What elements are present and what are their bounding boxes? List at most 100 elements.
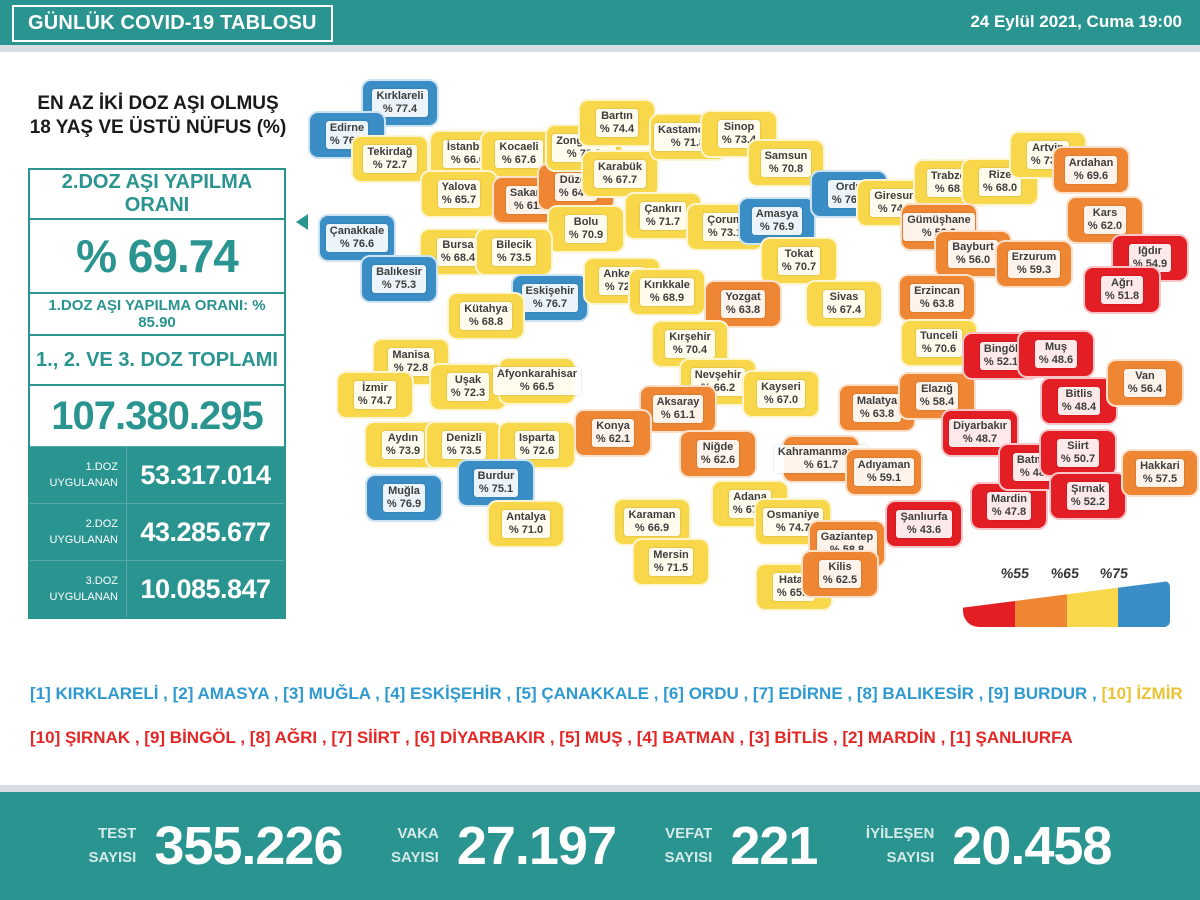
panel-pointer-icon (296, 214, 308, 230)
dose1-row: 1.DOZ UYGULANAN 53.317.014 (30, 446, 284, 503)
province-label: Ağrı% 51.8 (1100, 276, 1144, 304)
province-rank-item: [1] ŞANLIURFA (950, 728, 1073, 747)
list-separator: , (158, 684, 173, 703)
map-province: Mersin% 71.5 (632, 538, 710, 586)
dose1-label: 1.DOZ (85, 460, 118, 473)
map-province: Kocaeli% 67.6 (480, 130, 558, 178)
map-province: Yalova% 65.7 (420, 170, 498, 218)
stat-test: TEST SAYISI 355.226 (88, 816, 344, 876)
map-province: Sakarya% 61.6 (492, 176, 570, 224)
map-province: Aksaray% 61.1 (639, 385, 717, 433)
province-label: Kırşehir% 70.4 (665, 330, 715, 358)
map-province: Siirt% 50.7 (1039, 429, 1117, 477)
province-label: Adıyaman% 59.1 (853, 458, 915, 486)
dose1-value: 53.317.014 (140, 459, 271, 490)
province-label: Iğdır% 54.9 (1128, 244, 1172, 272)
vaccination-panel: 2.DOZ AŞI YAPILMA ORANI % 69.74 1.DOZ AŞ… (28, 168, 286, 619)
stat-case: VAKA SAYISI 27.197 (391, 816, 617, 876)
province-rank-item: [9] BİNGÖL (144, 728, 236, 747)
province-label: Hakkari% 57.5 (1136, 459, 1184, 487)
map-province: Karaman% 66.9 (613, 498, 691, 546)
legend-tick-label: %75 (1099, 565, 1129, 581)
province-label: Kilis% 62.5 (818, 560, 862, 588)
list-separator: , (268, 684, 284, 703)
map-province: Rize% 68.0 (961, 158, 1039, 206)
province-label: Rize% 68.0 (978, 168, 1022, 196)
province-label: Kırklareli% 77.4 (372, 89, 428, 117)
province-label: Muğla% 76.9 (382, 484, 426, 512)
map-province: Bingöl% 52.1 (962, 332, 1040, 380)
map-province: Zonguldak% 73.8 (545, 124, 623, 172)
page-title: GÜNLÜK COVID-19 TABLOSU (12, 5, 333, 42)
list-separator: , (973, 684, 989, 703)
legend-segment-orange (1014, 581, 1067, 627)
province-label: Kahramanmaraş% 61.7 (773, 445, 869, 473)
dose2-label: 2.DOZ (85, 517, 118, 530)
dose2-rate-value: % 69.74 (30, 220, 284, 294)
map-province: Konya% 62.1 (574, 409, 652, 457)
province-label: Tokat% 70.7 (777, 247, 821, 275)
province-label: Kastamonu% 71.8 (654, 123, 722, 151)
map-province: Batman% 48.4 (998, 443, 1076, 491)
province-label: Bingöl% 52.1 (979, 342, 1023, 370)
map-province: Kars% 62.0 (1066, 196, 1144, 244)
map-legend: %55 %65 %75 (963, 565, 1170, 627)
map-province: Kastamonu% 71.8 (649, 113, 727, 161)
province-label: Düzce% 64.6 (554, 173, 598, 201)
test-count: 355.226 (154, 816, 343, 876)
map-province: Bayburt% 56.0 (934, 230, 1012, 278)
province-label: Adana% 67.9 (728, 490, 772, 518)
province-label: Denizli% 73.5 (442, 431, 486, 459)
list-separator: , (501, 684, 516, 703)
province-label: Balıkesir% 75.3 (372, 265, 426, 293)
dose2-rate-label: 2.DOZ AŞI YAPILMA ORANI (30, 170, 284, 220)
divider (0, 785, 1200, 792)
province-label: Muş% 48.6 (1034, 340, 1078, 368)
province-label: Zonguldak% 73.8 (552, 134, 616, 162)
map-province: Bartın% 74.4 (578, 99, 656, 147)
map-province: Ardahan% 69.6 (1052, 146, 1130, 194)
province-rank-item: [3] MUĞLA (283, 684, 371, 703)
map-province: Çorum% 73.1 (686, 203, 764, 251)
dose2-row: 2.DOZ UYGULANAN 43.285.677 (30, 503, 284, 560)
map-province: Isparta% 72.6 (498, 421, 576, 469)
province-label: Konya% 62.1 (591, 419, 635, 447)
province-label: Şırnak% 52.2 (1066, 482, 1110, 510)
legend-segment-blue (1118, 581, 1170, 627)
map-province: Van% 56.4 (1106, 359, 1184, 407)
map-province: Adana% 67.9 (711, 480, 789, 528)
province-label: Bilecik% 73.5 (492, 238, 536, 266)
legend-color-scale (963, 581, 1170, 627)
map-province: Tokat% 70.7 (760, 237, 838, 285)
map-province: Giresun% 74.3 (856, 179, 934, 227)
map-province: Diyarbakır% 48.7 (941, 409, 1019, 457)
total-doses-value: 107.380.295 (51, 393, 263, 438)
province-rank-item: [8] AĞRI (249, 728, 318, 747)
province-rank-item: [10] ŞIRNAK (30, 728, 131, 747)
province-label: Trabzon% 68.9 (926, 169, 978, 197)
province-label: Giresun% 74.3 (870, 189, 920, 217)
map-province: Afyonkarahisar% 66.5 (492, 357, 582, 405)
province-label: Bayburt% 56.0 (948, 240, 998, 268)
map-province: Muş% 48.6 (1017, 330, 1095, 378)
province-label: Çorum% 73.1 (703, 213, 747, 241)
death-count: 221 (730, 816, 818, 876)
province-label: Afyonkarahisar% 66.5 (492, 367, 582, 395)
map-province: Hakkari% 57.5 (1121, 449, 1199, 497)
map-province: Uşak% 72.3 (429, 363, 507, 411)
province-label: Gümüşhane% 59.9 (903, 213, 975, 241)
province-label: Bitlis% 48.4 (1057, 387, 1101, 415)
map-province: Bursa% 68.4 (419, 228, 497, 276)
province-rank-item: [2] AMASYA (172, 684, 269, 703)
dose2-value: 43.285.677 (140, 516, 271, 547)
map-province: Şırnak% 52.2 (1049, 472, 1127, 520)
province-rank-item: [9] BURDUR (988, 684, 1088, 703)
map-province: Burdur% 75.1 (457, 459, 535, 507)
province-label: Aksaray% 61.1 (652, 395, 704, 423)
map-province: Çanakkale% 76.6 (318, 214, 396, 262)
province-label: Kars% 62.0 (1083, 206, 1127, 234)
province-label: Batman% 48.4 (1012, 453, 1062, 481)
list-separator: , (828, 728, 843, 747)
province-label: Bolu% 70.9 (564, 215, 608, 243)
